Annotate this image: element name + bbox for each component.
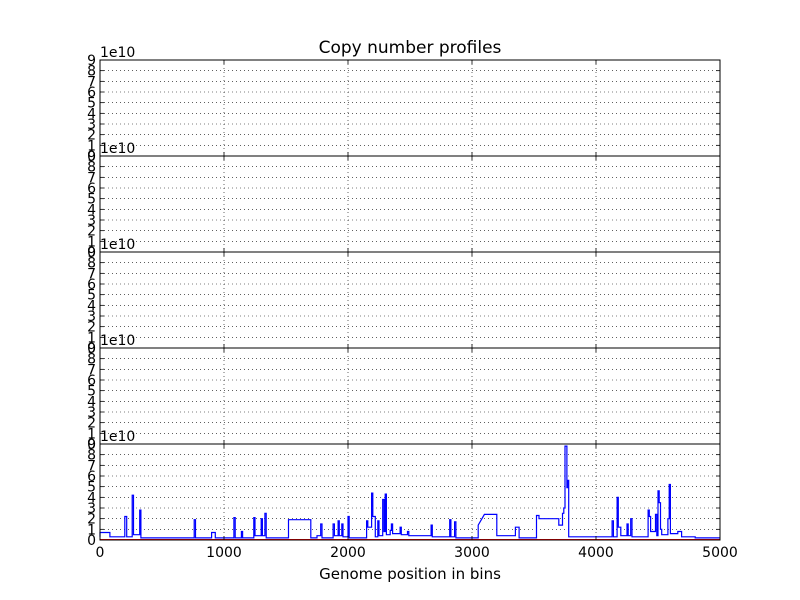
subplot-frame bbox=[99, 59, 721, 157]
y-tick-label: 0 bbox=[87, 341, 96, 357]
y-tick-label: 3 bbox=[87, 405, 96, 421]
y-tick-label: 4 bbox=[87, 106, 96, 122]
y-tick-label: 7 bbox=[87, 170, 96, 186]
y-tick-label: 4 bbox=[87, 298, 96, 314]
y-tick-label: 1 bbox=[87, 138, 96, 154]
y-tick-label: 8 bbox=[87, 352, 96, 368]
y-tick-label: 3 bbox=[87, 501, 96, 517]
y-tick-label: 5 bbox=[87, 480, 96, 496]
chart-title: Copy number profiles bbox=[319, 38, 502, 58]
x-tick-label: 0 bbox=[96, 545, 105, 561]
y-tick-label: 2 bbox=[87, 320, 96, 336]
y-tick-label: 3 bbox=[87, 309, 96, 325]
subplot-frame bbox=[99, 155, 721, 253]
y-tick-label: 7 bbox=[87, 266, 96, 282]
y-tick-label: 6 bbox=[87, 277, 96, 293]
y-tick-label: 4 bbox=[87, 394, 96, 410]
subplot-frame bbox=[99, 443, 721, 541]
x-tick-label: 3000 bbox=[454, 545, 490, 561]
y-tick-label: 1 bbox=[87, 234, 96, 250]
y-tick-label: 5 bbox=[87, 288, 96, 304]
x-tick-label: 1000 bbox=[206, 545, 242, 561]
y-tick-label: 4 bbox=[87, 202, 96, 218]
y-tick-label: 6 bbox=[87, 181, 96, 197]
y-tick-label: 2 bbox=[87, 224, 96, 240]
y-tick-label: 4 bbox=[87, 490, 96, 506]
y-tick-label: 0 bbox=[87, 437, 96, 453]
y-tick-label: 0 bbox=[87, 245, 96, 261]
y-tick-label: 6 bbox=[87, 469, 96, 485]
y-offset-label: 1e10 bbox=[100, 141, 135, 157]
y-tick-label: 7 bbox=[87, 74, 96, 90]
y-tick-label: 2 bbox=[87, 512, 96, 528]
x-axis: 0 1000 2000 3000 4000 5000 bbox=[96, 545, 738, 561]
y-tick-label: 8 bbox=[87, 160, 96, 176]
y-tick-label: 8 bbox=[87, 256, 96, 272]
y-tick-label: 8 bbox=[87, 448, 96, 464]
y-tick-label: 5 bbox=[87, 192, 96, 208]
x-tick-label: 2000 bbox=[330, 545, 366, 561]
y-tick-label: 0 bbox=[87, 149, 96, 165]
y-tick-label: 7 bbox=[87, 458, 96, 474]
series-line bbox=[99, 445, 720, 539]
y-tick-label: 1 bbox=[87, 330, 96, 346]
y-tick-label: 9 bbox=[87, 53, 96, 69]
y-tick-label: 2 bbox=[87, 128, 96, 144]
y-tick-label: 9 bbox=[87, 437, 96, 453]
y-tick-label: 9 bbox=[87, 341, 96, 357]
y-tick-label: 7 bbox=[87, 362, 96, 378]
y-offset-label: 1e10 bbox=[100, 333, 135, 349]
y-tick-label: 1 bbox=[87, 522, 96, 538]
y-tick-label: 5 bbox=[87, 96, 96, 112]
y-tick-label: 1 bbox=[87, 426, 96, 442]
subplot-frame bbox=[99, 251, 721, 349]
y-tick-label: 6 bbox=[87, 373, 96, 389]
y-tick-label: 5 bbox=[87, 384, 96, 400]
y-tick-label: 3 bbox=[87, 117, 96, 133]
subplot-frame bbox=[99, 347, 721, 445]
x-axis-label: Genome position in bins bbox=[319, 565, 501, 583]
y-offset-label: 1e10 bbox=[100, 237, 135, 253]
y-offset-label: 1e10 bbox=[100, 429, 135, 445]
y-tick-label: 3 bbox=[87, 213, 96, 229]
y-tick-label: 8 bbox=[87, 64, 96, 80]
y-tick-label: 6 bbox=[87, 85, 96, 101]
y-tick-label: 9 bbox=[87, 149, 96, 165]
y-tick-label: 9 bbox=[87, 245, 96, 261]
x-tick-label: 5000 bbox=[702, 545, 738, 561]
x-tick-label: 4000 bbox=[578, 545, 614, 561]
y-offset-label: 1e10 bbox=[100, 45, 135, 61]
y-tick-label: 2 bbox=[87, 416, 96, 432]
y-tick-label: 0 bbox=[87, 533, 96, 549]
